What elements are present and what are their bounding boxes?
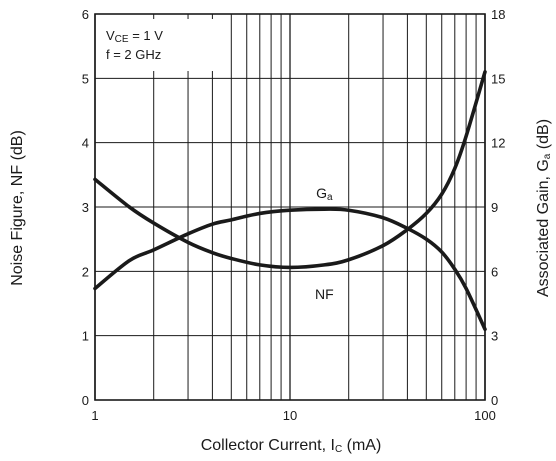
x-axis-title: Collector Current, IC (mA) xyxy=(201,437,382,455)
conditions-box xyxy=(100,19,216,71)
x-axis-title-main: Collector Current, I xyxy=(201,437,335,454)
right-axis-title-unit: (dB) xyxy=(535,119,552,154)
x-axis-title-unit: (mA) xyxy=(342,437,381,454)
y-left-tick-label: 3 xyxy=(82,200,89,215)
right-axis-title: Associated Gain, Ga (dB) xyxy=(535,119,553,297)
y-right-tick-label: 12 xyxy=(491,136,505,151)
x-tick-label: 10 xyxy=(283,408,297,423)
y-right-tick-label: 3 xyxy=(491,329,498,344)
x-axis-title-sub: C xyxy=(335,444,342,455)
y-left-tick-label: 6 xyxy=(82,7,89,22)
y-left-tick-label: 4 xyxy=(82,136,89,151)
right-axis-title-sub: a xyxy=(542,153,553,159)
y-right-tick-label: 0 xyxy=(491,393,498,408)
y-left-tick-label: 1 xyxy=(82,329,89,344)
left-axis-title: Noise Figure, NF (dB) xyxy=(9,130,26,286)
y-right-tick-label: 9 xyxy=(491,200,498,215)
curve-label-ga-sub: a xyxy=(327,192,333,203)
y-left-tick-label: 5 xyxy=(82,71,89,86)
curve-label-nf: NF xyxy=(315,286,334,302)
condition-vce-prefix: V xyxy=(106,28,115,43)
series-layer xyxy=(93,70,487,332)
y-right-tick-label: 6 xyxy=(491,264,498,279)
right-axis-title-main: Associated Gain, G xyxy=(535,159,552,297)
x-tick-label: 1 xyxy=(91,408,98,423)
condition-vce: VCE = 1 V xyxy=(106,28,163,45)
series-line-ga xyxy=(93,207,487,332)
curve-label-ga-main: G xyxy=(316,185,327,201)
grid xyxy=(94,13,486,401)
condition-frequency: f = 2 GHz xyxy=(106,47,161,62)
y-right-tick-label: 18 xyxy=(491,7,505,22)
x-tick-label: 100 xyxy=(474,408,496,423)
y-left-tick-label: 0 xyxy=(82,393,89,408)
condition-vce-sub: CE xyxy=(115,34,129,45)
plot-frame xyxy=(94,13,486,401)
y-right-tick-label: 15 xyxy=(491,71,505,86)
y-left-tick-label: 2 xyxy=(82,264,89,279)
condition-vce-rest: = 1 V xyxy=(129,28,164,43)
curve-label-ga: Ga xyxy=(316,185,333,203)
